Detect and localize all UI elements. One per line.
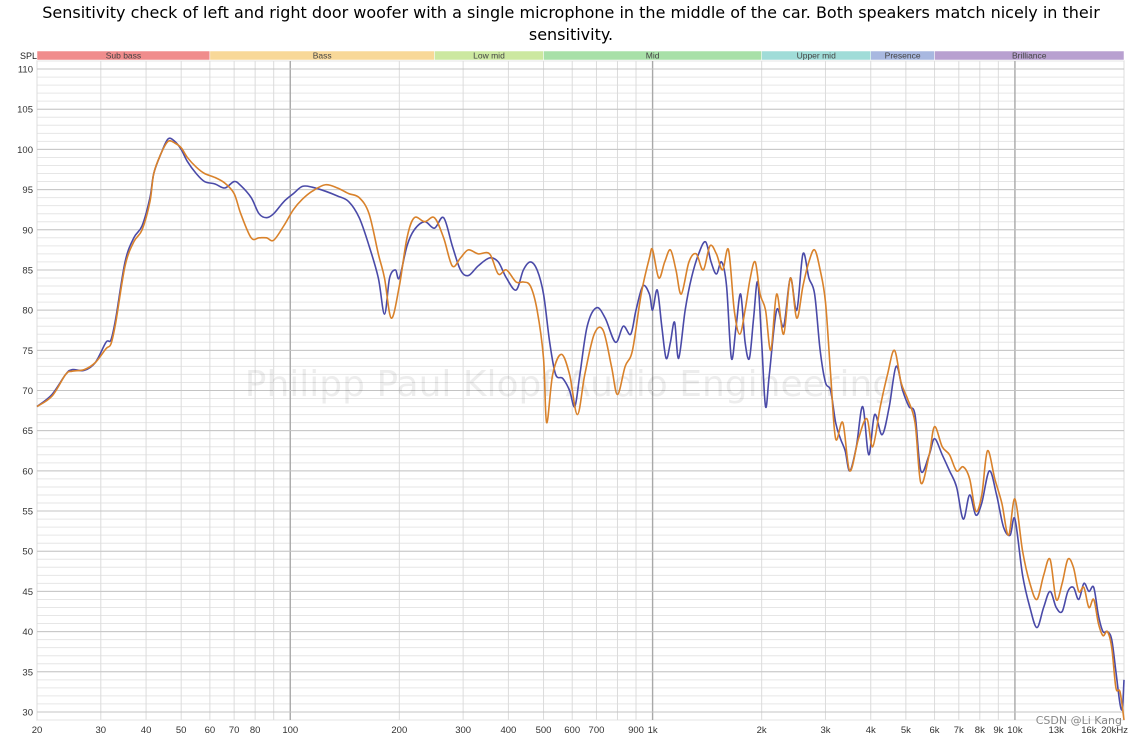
x-tick-label: 80 [250, 725, 261, 736]
x-tick-label: 7k [954, 725, 964, 736]
y-tick-label: 105 [17, 105, 33, 116]
band-label: Mid [646, 51, 660, 61]
major-grid [37, 61, 1124, 720]
band-label: Upper mid [797, 51, 836, 61]
x-tick-label: 300 [455, 725, 471, 736]
band-label: Brilliance [1012, 51, 1047, 61]
series-lines [36, 137, 1125, 721]
x-tick-label: 600 [564, 725, 580, 736]
x-tick-label: 20 [32, 725, 43, 736]
series-line-2 [36, 139, 1125, 721]
x-tick-label: 13k [1049, 725, 1065, 736]
x-tick-label: 400 [500, 725, 516, 736]
y-tick-label: 30 [22, 707, 33, 718]
x-tick-labels: 20 30 40 50 60 70 80 100 200 300 400 500 600 700 900 1k… [32, 725, 1129, 736]
x-tick-label: 100 [282, 725, 298, 736]
y-tick-label: 100 [17, 145, 33, 156]
x-tick-label: 3k [820, 725, 830, 736]
series-line-1 [36, 137, 1125, 711]
y-tick-label: 50 [22, 547, 33, 558]
x-tick-label: 40 [141, 725, 152, 736]
y-tick-label: 60 [22, 466, 33, 477]
watermark: Philipp Paul Klopf Audio Engineering [245, 364, 895, 405]
x-tick-label: 700 [589, 725, 605, 736]
credit-label: CSDN @Li Kang [1036, 714, 1122, 727]
x-tick-label: 16k [1081, 725, 1097, 736]
y-tick-label: 75 [22, 346, 33, 357]
frequency-bands: Sub bass Bass Low mid Mid Upper mid Presence B… [36, 50, 1125, 61]
x-tick-label: 60 [205, 725, 216, 736]
y-tick-label: 40 [22, 627, 33, 638]
y-tick-labels: 30 35 40 45 50 55 60 65 70 75 80 85 90 95 100 105 110 [17, 65, 33, 719]
x-tick-label: 70 [229, 725, 240, 736]
chart-caption: Sensitivity check of left and right door… [42, 3, 1100, 44]
band-brilliance [934, 50, 1125, 61]
y-tick-label: 95 [22, 185, 33, 196]
band-label: Sub bass [106, 51, 141, 61]
x-tick-label: 200 [391, 725, 407, 736]
band-label: Low mid [473, 51, 505, 61]
y-tick-label: 45 [22, 587, 33, 598]
y-tick-label: 80 [22, 306, 33, 317]
y-tick-label: 90 [22, 225, 33, 236]
x-tick-label: 9k [993, 725, 1003, 736]
x-tick-label: 10k [1007, 725, 1023, 736]
x-tick-label: 30 [96, 725, 107, 736]
x-tick-label: 50 [176, 725, 187, 736]
x-tick-label: 1k [648, 725, 658, 736]
y-tick-label: 55 [22, 507, 33, 518]
x-tick-label: 5k [901, 725, 911, 736]
y-tick-label: 35 [22, 667, 33, 678]
x-tick-label: 900 [628, 725, 644, 736]
x-tick-label: 8k [975, 725, 985, 736]
y-tick-label: 65 [22, 426, 33, 437]
y-axis-title: SPL [20, 51, 37, 61]
x-tick-label: 2k [757, 725, 767, 736]
y-tick-label: 85 [22, 265, 33, 276]
x-tick-label: 6k [930, 725, 940, 736]
band-label: Bass [313, 51, 332, 61]
x-tick-label: 500 [536, 725, 552, 736]
x-tick-label: 20kHz [1101, 725, 1128, 736]
band-label: Presence [885, 51, 921, 61]
y-tick-label: 70 [22, 386, 33, 397]
x-tick-label: 4k [866, 725, 876, 736]
y-tick-label: 110 [18, 65, 33, 76]
